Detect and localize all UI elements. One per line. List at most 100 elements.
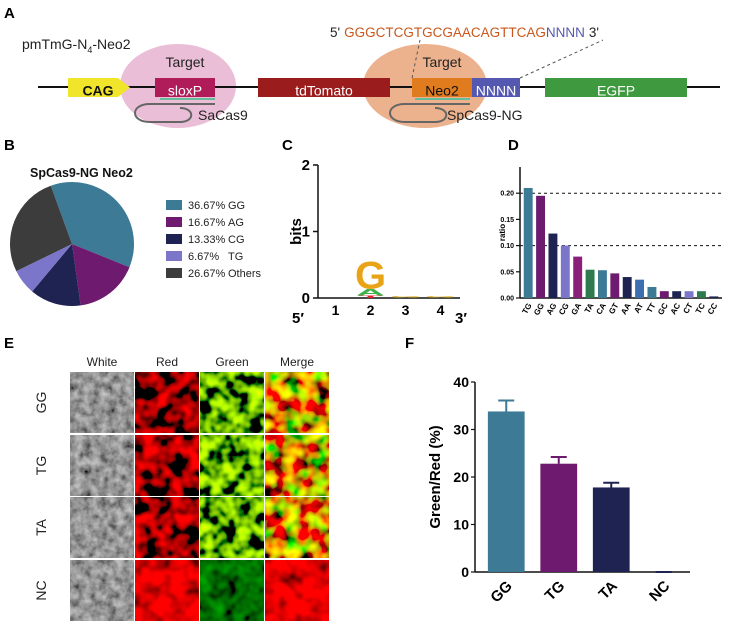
- legend-value: 16.67%: [188, 217, 226, 229]
- legend-label: AG: [228, 217, 244, 229]
- sloxp-box: [155, 78, 215, 97]
- error-bar: [498, 399, 515, 412]
- error-bar: [603, 481, 620, 488]
- zoom-line: [519, 39, 604, 79]
- micrograph: [135, 435, 199, 496]
- x-tick-label: CC: [706, 301, 720, 316]
- error-bar: [550, 456, 567, 464]
- x-tick-label: TG: [520, 302, 533, 316]
- target-label: Target: [166, 54, 205, 70]
- row-label: TA: [33, 518, 49, 536]
- bar: [622, 277, 632, 298]
- x-tick-label: TG: [542, 578, 569, 605]
- x-tick-label: AG: [545, 302, 559, 317]
- logo-letter: G: [355, 254, 386, 297]
- column-header: Merge: [280, 355, 314, 369]
- panel-label: A: [4, 5, 15, 22]
- sgrna: [134, 103, 215, 123]
- x-tick-label: 1: [332, 302, 340, 318]
- x-tick-label: CT: [681, 301, 694, 315]
- y-tick-label: 0: [461, 564, 469, 580]
- x-tick-label: TA: [596, 578, 621, 603]
- logo-letter: A: [391, 297, 420, 298]
- element-label: NNNN: [476, 83, 516, 99]
- bar: [548, 233, 558, 298]
- micrograph: [70, 372, 134, 433]
- micrograph: [200, 372, 264, 433]
- bar: [592, 487, 630, 572]
- end-label: 5′: [292, 310, 304, 327]
- x-tick-label: TT: [645, 301, 658, 314]
- pie-slice: [72, 244, 130, 306]
- element-label: EGFP: [597, 83, 635, 99]
- panel-label: D: [508, 137, 519, 154]
- panel-label: B: [4, 137, 15, 154]
- bar: [487, 411, 525, 572]
- micrograph: [265, 560, 329, 621]
- bar: [635, 279, 645, 298]
- construct-name: pmTmG-N4-Neo2: [22, 36, 131, 55]
- x-tick-label: NC: [646, 578, 673, 605]
- y-tick-label: 0.10: [500, 243, 514, 250]
- pie-slice: [50, 182, 134, 268]
- micrograph: [200, 497, 264, 558]
- construct-diagram: pmTmG-N4-Neo2 CAG sloxP tdTomato Neo2 NN…: [22, 25, 720, 128]
- pie-slice: [10, 185, 73, 272]
- bar: [696, 291, 706, 298]
- y-axis-label: Green/Red (%): [427, 425, 444, 528]
- x-tick-label: GC: [656, 301, 670, 316]
- tdtomato-box: [258, 78, 390, 97]
- cag-arrow: [68, 78, 130, 97]
- y-tick-label: 10: [453, 516, 469, 532]
- x-tick-label: GT: [607, 301, 620, 315]
- row-label: TG: [33, 456, 49, 475]
- bar: [573, 256, 583, 298]
- legend-label: Others: [228, 268, 262, 280]
- micrograph: [200, 560, 264, 621]
- zoom-line: [411, 39, 421, 79]
- micrograph: [70, 560, 134, 621]
- y-tick-label: 20: [453, 469, 469, 485]
- bar: [672, 291, 682, 298]
- y-tick-label: 40: [453, 374, 469, 390]
- y-tick-label: 0.00: [500, 295, 514, 302]
- neo2-box: [412, 78, 472, 97]
- micrograph: [265, 435, 329, 496]
- nnnn-box: [472, 78, 520, 97]
- pie-slice: [32, 244, 81, 306]
- legend-swatch: [166, 217, 182, 227]
- logo-letter: G: [390, 296, 421, 298]
- bar: [684, 291, 694, 298]
- element-label: tdTomato: [295, 83, 353, 99]
- micrograph: [200, 435, 264, 496]
- egfp-box: [545, 78, 687, 97]
- micrograph: [135, 372, 199, 433]
- bar: [540, 463, 578, 572]
- chart-title: SpCas9-NG Neo2: [30, 166, 133, 180]
- panel-label: C: [282, 137, 293, 154]
- y-axis-label: ratio: [498, 224, 507, 241]
- bar: [523, 187, 533, 298]
- y-axis-label: bits: [288, 218, 305, 245]
- legend-label: TG: [228, 251, 243, 263]
- bar: [659, 291, 669, 298]
- end-label: 3′: [455, 310, 467, 327]
- logo-letter: G: [425, 296, 456, 298]
- bar: [585, 269, 595, 298]
- logo-letter: A: [356, 287, 385, 297]
- x-tick-label: AC: [669, 301, 683, 316]
- legend-label: GG: [228, 200, 245, 212]
- x-tick-label: GG: [487, 578, 516, 607]
- enzyme-label: SpCas9-NG: [447, 107, 522, 123]
- x-tick-label: TA: [583, 301, 596, 314]
- bar: [597, 270, 607, 298]
- y-tick-label: 0.20: [500, 191, 514, 198]
- bar: [647, 286, 657, 298]
- legend-swatch: [166, 268, 182, 278]
- x-tick-label: GG: [532, 302, 546, 317]
- legend-label: CG: [228, 234, 245, 246]
- micrograph: [135, 560, 199, 621]
- micrograph: [70, 497, 134, 558]
- legend-value: 26.67%: [188, 268, 226, 280]
